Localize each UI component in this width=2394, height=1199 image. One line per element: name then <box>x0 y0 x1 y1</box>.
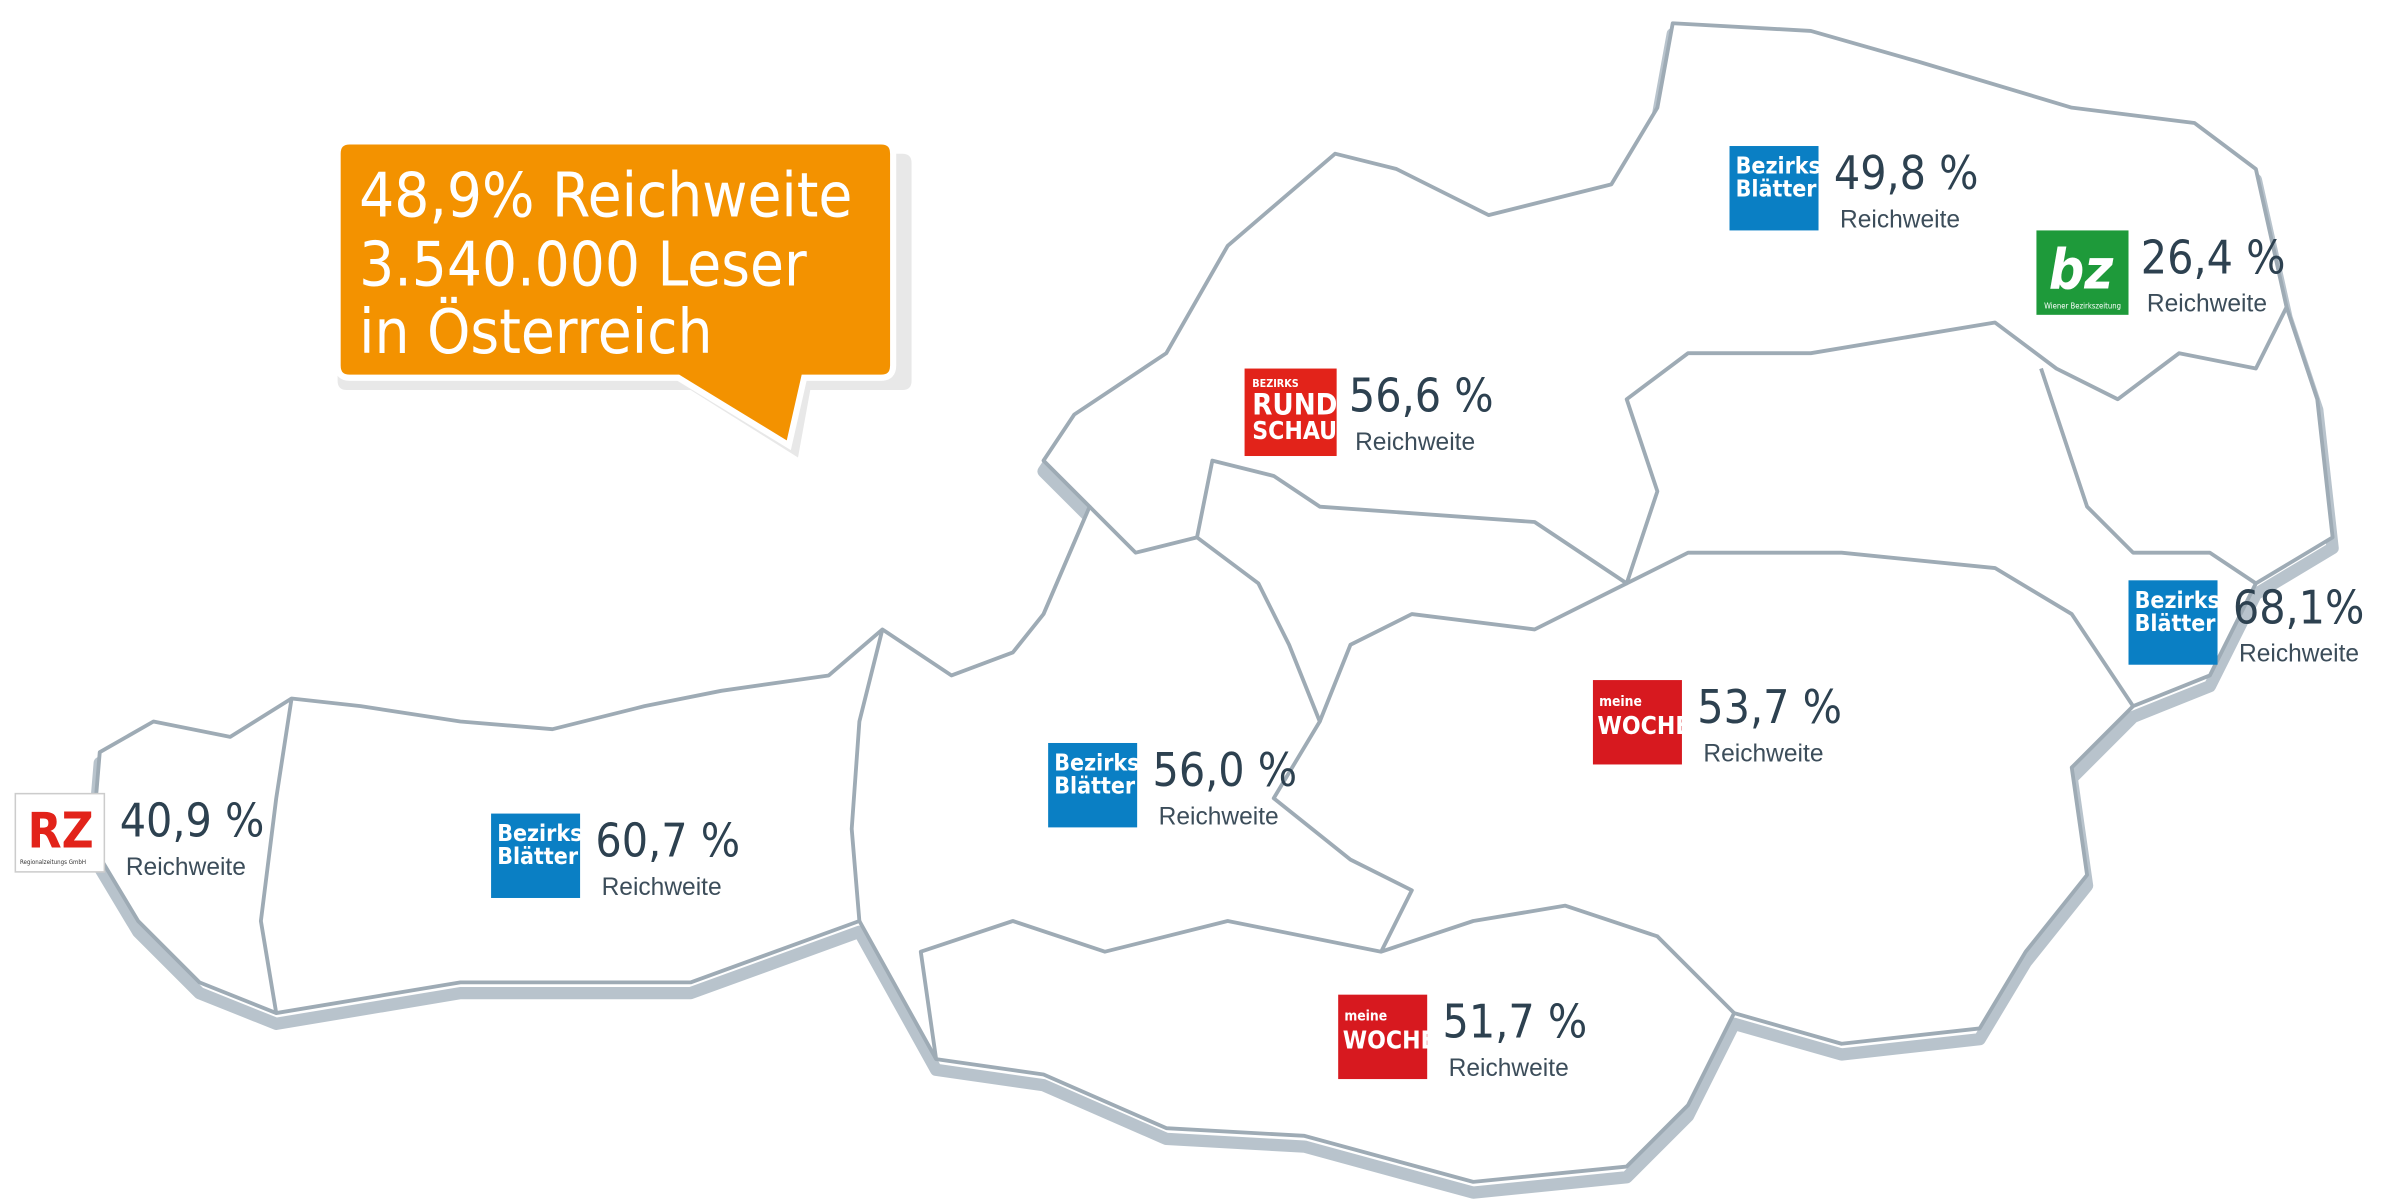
reach-value: 26,4 % <box>2141 230 2286 284</box>
reach-value: 51,7 % <box>1443 995 1588 1049</box>
reach-caption: Reichweite <box>126 854 246 881</box>
logo-text: RUND <box>1252 388 1337 422</box>
logo-box <box>1244 368 1337 457</box>
logo-text: Bezirks <box>1054 751 1139 777</box>
logo-text: WOCHE <box>1343 1025 1436 1054</box>
logo-box <box>14 792 106 873</box>
reach-caption: Reichweite <box>1159 803 1279 830</box>
reach-value: 49,8 % <box>1834 146 1979 200</box>
logo-text: Wiener Bezirkszeitung <box>2044 302 2121 311</box>
reach-caption: Reichweite <box>1703 740 1823 767</box>
logo-box <box>1729 146 1819 231</box>
logo-box <box>1338 994 1428 1080</box>
state-borders <box>258 306 2289 1060</box>
logo-text: WOCHE <box>1598 711 1691 740</box>
callout-line: 3.540.000 Leser <box>359 230 807 301</box>
logo-text: Bezirks <box>2135 588 2220 614</box>
logo-box <box>491 813 581 898</box>
logo-text: bz <box>2049 239 2115 303</box>
logo-text: Regionalzeitungs GmbH <box>20 859 86 866</box>
reach-value: 53,7 % <box>1697 680 1842 734</box>
callout-line: 48,9% Reichweite <box>359 161 852 232</box>
logo-box <box>2128 580 2218 665</box>
reach-caption: Reichweite <box>2147 291 2267 318</box>
logo-text: Blätter <box>1054 774 1136 800</box>
logo-text: Bezirks <box>1736 154 1821 180</box>
reach-caption: Reichweite <box>1355 429 1475 456</box>
logo-text: meine <box>1599 694 1642 710</box>
logo-text: meine <box>1344 1009 1387 1025</box>
reach-caption: Reichweite <box>1449 1055 1569 1082</box>
callout-bubble <box>334 138 897 451</box>
reach-caption: Reichweite <box>2239 641 2359 668</box>
logo-text: Blätter <box>2135 611 2217 637</box>
reach-caption: Reichweite <box>602 874 722 901</box>
callout: 48,9% Reichweite 3.540.000 Leser in Öste… <box>334 138 912 458</box>
reach-value: 68,1% <box>2233 580 2365 634</box>
map-outline <box>90 21 2335 1184</box>
austria-map <box>85 21 2339 1199</box>
reach-value: 56,6 % <box>1349 369 1494 423</box>
logo-box <box>2036 230 2129 315</box>
reach-value: 56,0 % <box>1152 743 1297 797</box>
reach-value: 60,7 % <box>595 814 740 868</box>
logo-text: SCHAU <box>1252 416 1337 445</box>
logo-text: BEZIRKS <box>1252 377 1298 390</box>
logo-text: Blätter <box>1736 177 1818 203</box>
logo-text: Blätter <box>497 844 579 870</box>
logo-text: RZ <box>28 801 94 859</box>
callout-line: in Österreich <box>359 296 712 368</box>
logo-box <box>1592 680 1682 765</box>
reach-value: 40,9 % <box>120 794 265 848</box>
logo-text: Bezirks <box>497 821 582 847</box>
reach-caption: Reichweite <box>1840 206 1960 233</box>
logo-box <box>1048 742 1138 828</box>
